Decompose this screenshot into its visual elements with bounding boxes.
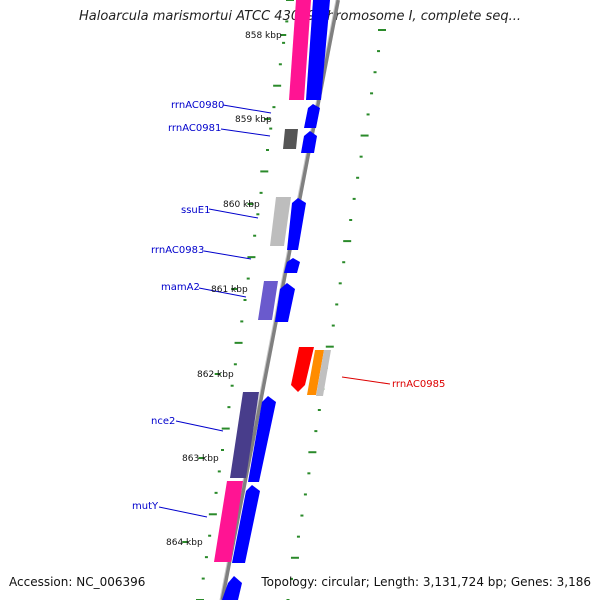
cds-feature: [284, 258, 300, 273]
outer-dotted-ring: [286, 29, 386, 600]
accession-text: Accession: NC_006396: [9, 575, 146, 589]
cds-feature: [248, 396, 276, 482]
ticks: [182, 34, 287, 543]
gene-label[interactable]: rrnAC0981: [168, 123, 221, 134]
pink-feature: [289, 0, 311, 100]
tick-label: 864 kbp: [166, 538, 203, 548]
forward-strand-features: [222, 0, 330, 600]
gene-label[interactable]: rrnAC0983: [151, 245, 204, 256]
darkpurple-feature: [230, 392, 259, 478]
purple-feature: [258, 281, 278, 320]
cds-feature: [222, 576, 242, 600]
gray-feature: [283, 129, 298, 149]
lightgray-feature: [316, 350, 331, 396]
tick-label: 860 kbp: [223, 200, 260, 210]
gene-label[interactable]: rrnAC0985: [392, 379, 445, 390]
lightgray-feature: [270, 197, 291, 246]
tick-label: 858 kbp: [245, 31, 282, 41]
leader-lines: [158, 104, 391, 518]
cds-feature: [304, 104, 320, 128]
cds-feature: [287, 198, 306, 250]
cds-feature: [301, 131, 317, 153]
cds-feature: [306, 0, 330, 100]
gene-label[interactable]: nce2: [151, 416, 175, 427]
pink-feature: [214, 481, 243, 562]
cds-feature: [232, 485, 260, 563]
gene-label[interactable]: rrnAC0980: [171, 100, 224, 111]
cds-feature: [275, 283, 295, 322]
gene-label[interactable]: ssuE1: [181, 205, 210, 216]
summary-text: Topology: circular; Length: 3,131,724 bp…: [261, 575, 591, 589]
gene-label[interactable]: mamA2: [161, 282, 200, 293]
orange-feature: [307, 350, 324, 395]
tick-label: 863 kbp: [182, 454, 219, 464]
tick-label: 861 kbp: [211, 285, 248, 295]
tick-label: 862 kbp: [197, 370, 234, 380]
red-feature: [291, 347, 314, 392]
inner-dotted-ring: [196, 0, 294, 600]
other-features: [214, 0, 331, 562]
gene-label[interactable]: mutY: [132, 501, 159, 512]
tick-label: 859 kbp: [235, 115, 272, 125]
